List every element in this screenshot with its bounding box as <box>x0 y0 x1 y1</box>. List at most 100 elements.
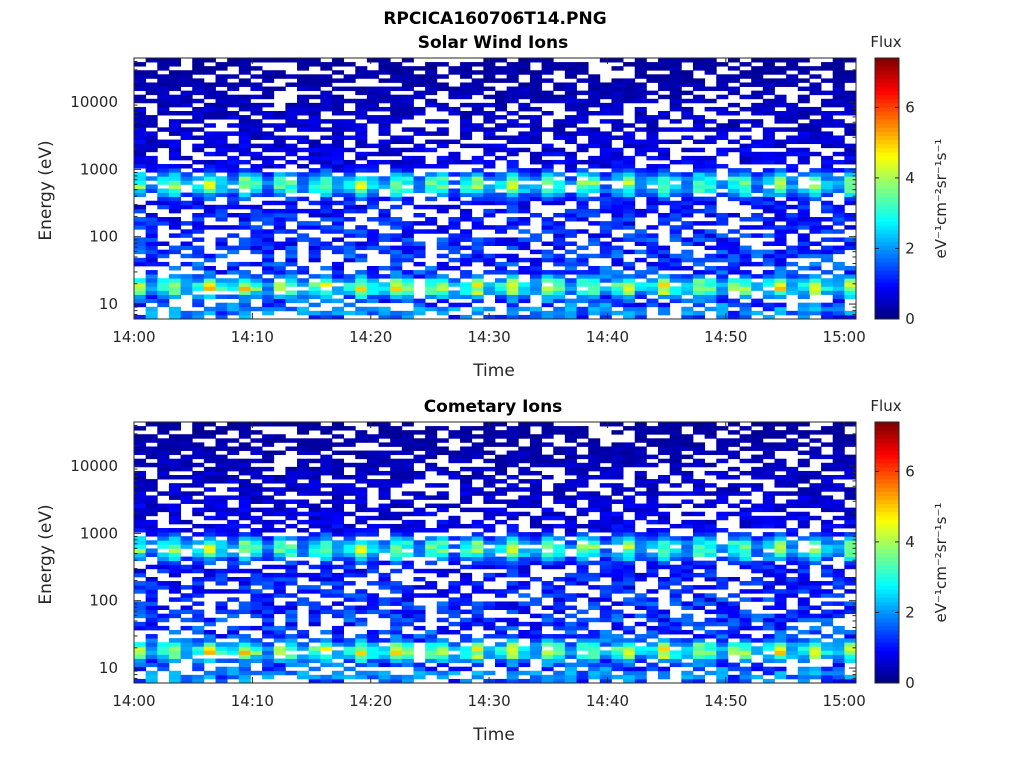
heatmap-cell <box>285 212 298 218</box>
heatmap-cell <box>308 290 321 295</box>
heatmap-cell <box>483 634 496 639</box>
heatmap-cell <box>227 560 240 566</box>
heatmap-cell <box>576 572 589 578</box>
heatmap-cell <box>308 58 321 63</box>
heatmap-cell <box>658 638 671 643</box>
heatmap-cell <box>331 290 345 295</box>
heatmap-cell <box>436 184 449 189</box>
heatmap-cell <box>506 184 519 189</box>
heatmap-cell <box>134 241 147 246</box>
heatmap-cell <box>658 560 671 566</box>
heatmap-cell <box>727 282 740 287</box>
heatmap-cell <box>716 265 729 271</box>
heatmap-cell <box>262 495 275 500</box>
heatmap-cell <box>157 581 170 586</box>
heatmap-cell <box>448 642 461 647</box>
heatmap-cell <box>529 621 542 627</box>
heatmap-cell <box>506 221 519 226</box>
heatmap-cell <box>564 241 577 246</box>
heatmap-cell <box>238 487 251 492</box>
heatmap-cell <box>483 62 496 67</box>
colorbar-step <box>875 310 899 316</box>
heatmap-cell <box>762 192 775 198</box>
heatmap-cell <box>844 192 856 198</box>
heatmap-cell <box>331 634 345 639</box>
heatmap-cell <box>262 102 275 108</box>
heatmap-cell <box>739 519 752 525</box>
heatmap-cell <box>180 593 193 598</box>
heatmap-cell <box>704 483 717 488</box>
heatmap-cell <box>809 306 822 312</box>
heatmap-cell <box>262 90 275 96</box>
heatmap-cell <box>739 483 752 488</box>
heatmap-cell <box>436 225 449 230</box>
heatmap-cell <box>180 172 193 177</box>
heatmap-cell <box>273 212 286 218</box>
heatmap-cell <box>599 560 612 566</box>
heatmap-cell <box>192 564 205 570</box>
heatmap-cell <box>599 302 612 308</box>
heatmap-cell <box>495 487 508 492</box>
heatmap-cell <box>634 62 647 67</box>
heatmap-cell <box>832 151 845 157</box>
heatmap-cell <box>529 233 542 238</box>
heatmap-cell <box>553 495 566 500</box>
heatmap-cell <box>681 572 694 578</box>
heatmap-cell <box>134 572 147 578</box>
heatmap-cell <box>390 111 403 116</box>
heatmap-cell <box>681 135 694 140</box>
heatmap-cell <box>716 670 729 676</box>
heatmap-cell <box>262 233 275 238</box>
heatmap-cell <box>529 576 542 582</box>
colorbar-step <box>875 265 899 271</box>
heatmap-cell <box>436 159 449 165</box>
heatmap-cell <box>355 86 368 92</box>
heatmap-cell <box>320 196 333 202</box>
heatmap-cell <box>483 78 496 83</box>
heatmap-cell <box>192 479 205 484</box>
heatmap-cell <box>401 172 414 177</box>
heatmap-cell <box>134 290 147 295</box>
heatmap-cell <box>762 523 775 529</box>
heatmap-cell <box>751 123 764 128</box>
heatmap-cell <box>285 253 298 259</box>
heatmap-cell <box>681 127 694 132</box>
heatmap-cell <box>285 646 298 651</box>
heatmap-cell <box>320 298 333 304</box>
heatmap-cell <box>599 184 612 189</box>
heatmap-cell <box>669 127 682 132</box>
heatmap-cell <box>413 180 426 185</box>
heatmap-cell <box>797 253 810 259</box>
heatmap-cell <box>192 568 205 574</box>
heatmap-cell <box>564 581 577 586</box>
heatmap-cell <box>460 66 473 71</box>
colorbar-step <box>875 106 899 112</box>
heatmap-cell <box>611 556 624 562</box>
heatmap-cell <box>588 654 601 659</box>
heatmap-cell <box>390 249 403 255</box>
heatmap-cell <box>727 176 740 181</box>
heatmap-cell <box>751 613 764 619</box>
heatmap-cell <box>821 503 834 509</box>
heatmap-cell <box>425 495 438 500</box>
heatmap-cell <box>401 196 414 202</box>
heatmap-cell <box>436 290 449 295</box>
heatmap-cell <box>483 528 496 533</box>
heatmap-cell <box>401 155 414 161</box>
heatmap-cell <box>495 658 508 664</box>
heatmap-cell <box>762 217 775 222</box>
heatmap-cell <box>436 62 449 67</box>
heatmap-cell <box>797 503 810 509</box>
heatmap-cell <box>588 597 601 602</box>
heatmap-cell <box>413 548 426 553</box>
heatmap-cell <box>355 499 368 504</box>
heatmap-cell <box>646 507 659 513</box>
heatmap-cell <box>751 249 764 255</box>
heatmap-cell <box>658 666 671 672</box>
heatmap-cell <box>611 111 624 116</box>
heatmap-cell <box>809 261 822 267</box>
heatmap-cell <box>366 556 379 562</box>
heatmap-cell <box>145 499 158 504</box>
heatmap-cell <box>343 123 356 128</box>
heatmap-cell <box>692 310 706 316</box>
